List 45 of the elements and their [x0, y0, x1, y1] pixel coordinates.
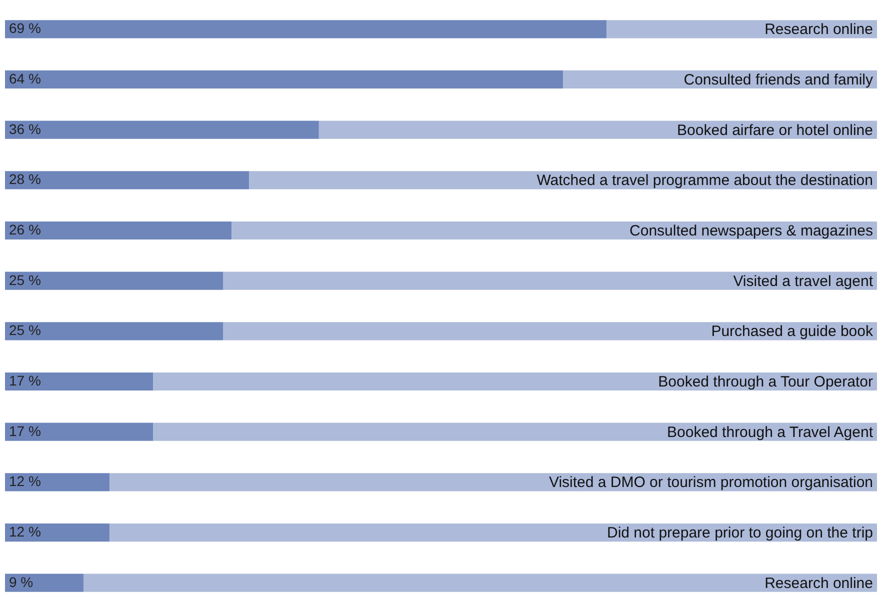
data-label: 17 % — [9, 422, 41, 439]
bar — [5, 322, 223, 340]
bar — [153, 372, 877, 391]
bar — [5, 70, 564, 89]
data-label: 12 % — [9, 473, 41, 490]
data-label: 12 % — [9, 524, 41, 540]
y-tick-label: Consulted friends and family — [684, 71, 874, 88]
data-label: 69 % — [9, 20, 41, 36]
data-label: 25 % — [9, 322, 41, 338]
bar — [606, 20, 877, 38]
bar — [5, 372, 154, 391]
data-label: 25 % — [9, 272, 41, 288]
data-label: 64 % — [9, 70, 41, 86]
y-tick-label: Purchased a guide book — [711, 323, 874, 340]
data-label: 26 % — [9, 222, 41, 238]
bar — [153, 422, 877, 441]
bar — [5, 120, 319, 139]
y-tick-label: Watched a travel programme about the destination — [536, 172, 873, 190]
bar — [5, 523, 110, 542]
y-tick-label: Research online — [764, 21, 873, 38]
bar — [223, 322, 877, 340]
bar — [5, 20, 607, 38]
bar — [5, 171, 250, 190]
y-tick-label: Research online — [764, 574, 873, 592]
bar — [5, 422, 154, 441]
data-label: 28 % — [9, 171, 41, 188]
data-label: 17 % — [9, 372, 41, 388]
bar — [232, 221, 877, 240]
y-tick-label: Booked through a Travel Agent — [667, 424, 874, 441]
data-label: 36 % — [9, 120, 41, 137]
y-tick-label: Consulted newspapers & magazines — [630, 222, 873, 240]
y-tick-label: Booked airfare or hotel online — [677, 122, 873, 139]
bar — [83, 574, 877, 592]
bar — [318, 120, 877, 139]
bar — [5, 473, 110, 492]
bar — [5, 221, 232, 240]
y-tick-label: Visited a DMO or tourism promotion organisation — [548, 474, 873, 492]
bar — [223, 272, 877, 290]
y-tick-label: Visited a travel agent — [733, 272, 874, 290]
bar — [110, 523, 877, 542]
data-label: 9 % — [9, 574, 34, 590]
y-tick-label: Did not prepare prior to going on the trip — [607, 524, 873, 542]
y-tick-label: Booked through a Tour Operator — [658, 374, 873, 390]
bar — [5, 272, 223, 290]
bar — [5, 574, 84, 592]
